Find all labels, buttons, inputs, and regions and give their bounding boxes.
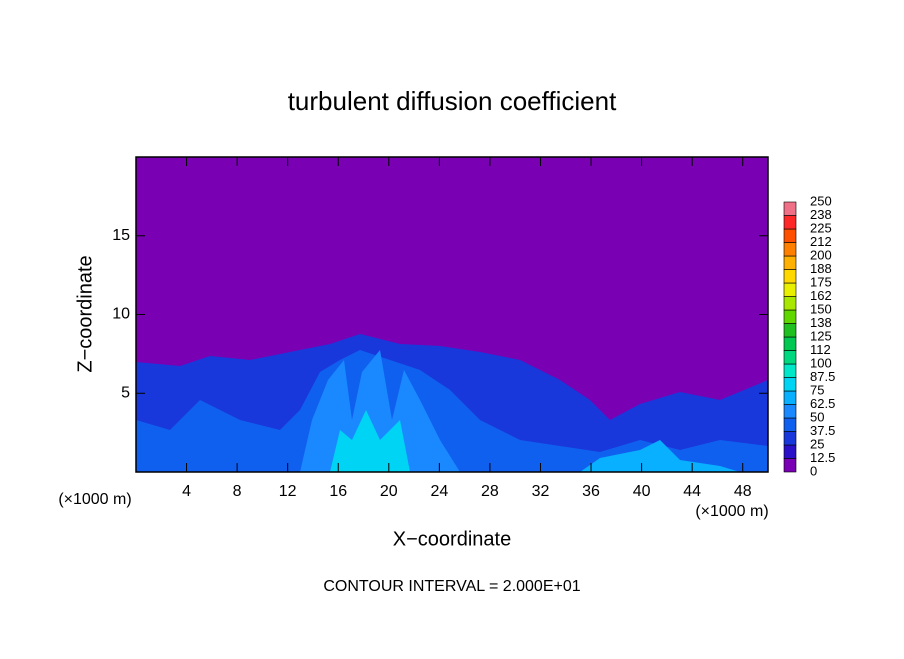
colorbar-swatch <box>783 269 797 284</box>
colorbar-label: 125 <box>810 328 832 343</box>
colorbar-label: 25 <box>810 436 824 451</box>
x-tick-label: 16 <box>329 483 347 500</box>
colorbar-label: 112 <box>810 342 831 357</box>
colorbar-swatch <box>783 336 797 351</box>
colorbar-swatch <box>783 363 797 378</box>
field-region <box>330 410 410 472</box>
colorbar-label: 225 <box>810 220 832 235</box>
x-tick-label: 40 <box>633 483 651 500</box>
x-axis-label: X−coordinate <box>393 528 511 550</box>
x-tick-label: 20 <box>380 483 398 500</box>
x-unit-label: (×1000 m) <box>695 503 768 520</box>
colorbar-label: 62.5 <box>810 396 835 411</box>
colorbar-swatch <box>783 323 797 338</box>
colorbar-label: 100 <box>810 355 832 370</box>
y-tick-label: 15 <box>112 227 130 244</box>
colorbar-label: 200 <box>810 247 832 262</box>
field-region <box>580 440 740 472</box>
x-unit-label: (×1000 m) <box>58 491 131 508</box>
x-tick-label: 24 <box>430 483 448 500</box>
x-tick-label: 44 <box>683 483 701 500</box>
x-tick-label: 32 <box>532 483 550 500</box>
x-tick-label: 4 <box>182 483 191 500</box>
colorbar-swatch <box>783 431 797 446</box>
colorbar-label: 0 <box>810 463 817 478</box>
colorbar-label: 50 <box>810 409 824 424</box>
colorbar-swatch <box>783 444 797 459</box>
colorbar-swatch <box>783 309 797 324</box>
colorbar-label: 212 <box>810 234 832 249</box>
colorbar-label: 238 <box>810 207 832 222</box>
colorbar-swatch <box>783 377 797 392</box>
colorbar-swatch <box>783 282 797 297</box>
colorbar-label: 87.5 <box>810 369 835 384</box>
x-tick-label: 8 <box>233 483 242 500</box>
field-shapes <box>136 334 768 472</box>
colorbar-label: 188 <box>810 261 832 276</box>
colorbar-swatch <box>783 201 797 216</box>
x-tick-label: 12 <box>279 483 297 500</box>
colorbar-swatch <box>783 255 797 270</box>
colorbar-label: 75 <box>810 382 824 397</box>
colorbar-label: 12.5 <box>810 450 835 465</box>
y-tick-label: 10 <box>112 306 130 323</box>
field-region <box>136 350 768 472</box>
colorbar-label: 162 <box>810 288 832 303</box>
colorbar-swatch <box>783 350 797 365</box>
x-tick-label: 36 <box>582 483 600 500</box>
colorbar-swatch <box>783 296 797 311</box>
colorbar-label: 175 <box>810 274 832 289</box>
colorbar-swatch <box>783 417 797 432</box>
y-axis-label: Z−coordinate <box>74 255 96 372</box>
colorbar-swatch <box>783 228 797 243</box>
colorbar-swatch <box>783 215 797 230</box>
x-tick-label: 48 <box>734 483 752 500</box>
footnote: CONTOUR INTERVAL = 2.000E+01 <box>323 578 580 595</box>
chart-title: turbulent diffusion coefficient <box>288 86 617 116</box>
y-tick-label: 5 <box>121 384 130 401</box>
colorbar-swatch <box>783 390 797 405</box>
colorbar-swatch <box>783 404 797 419</box>
colorbar-label: 250 <box>810 193 832 208</box>
colorbar-label: 138 <box>810 315 832 330</box>
colorbar-swatch <box>783 242 797 257</box>
colorbar-label: 37.5 <box>810 423 835 438</box>
colorbar-swatch <box>783 458 797 473</box>
x-tick-label: 28 <box>481 483 499 500</box>
colorbar-label: 150 <box>810 301 832 316</box>
